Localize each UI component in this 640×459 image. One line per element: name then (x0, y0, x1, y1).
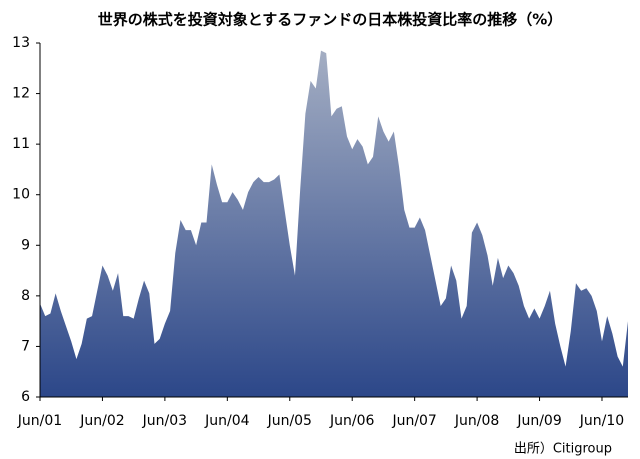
y-tick-label: 10 (12, 187, 30, 203)
x-tick-label: Jun/09 (516, 413, 561, 429)
x-tick-label: Jun/06 (329, 413, 374, 429)
source-note: 出所）Citigroup (514, 442, 612, 457)
y-tick-label: 11 (12, 136, 30, 152)
x-tick-label: Jun/03 (142, 413, 187, 429)
x-tick-label: Jun/04 (204, 413, 249, 429)
chart-title: 世界の株式を投資対象とするファンドの日本株投資比率の推移（%） (98, 11, 563, 29)
y-tick-label: 6 (21, 389, 30, 405)
y-tick-label: 12 (12, 86, 30, 102)
area (40, 50, 628, 397)
y-tick-label: 13 (12, 35, 30, 51)
y-tick-label: 9 (21, 237, 30, 253)
x-tick-label: Jun/02 (79, 413, 124, 429)
x-tick-label: Jun/01 (17, 413, 62, 429)
y-tick-label: 8 (21, 288, 30, 304)
y-tick-label: 7 (21, 338, 30, 354)
x-tick-label: Jun/05 (267, 413, 312, 429)
x-tick-label: Jun/10 (579, 413, 624, 429)
x-tick-label: Jun/07 (391, 413, 436, 429)
x-tick-label: Jun/08 (454, 413, 499, 429)
